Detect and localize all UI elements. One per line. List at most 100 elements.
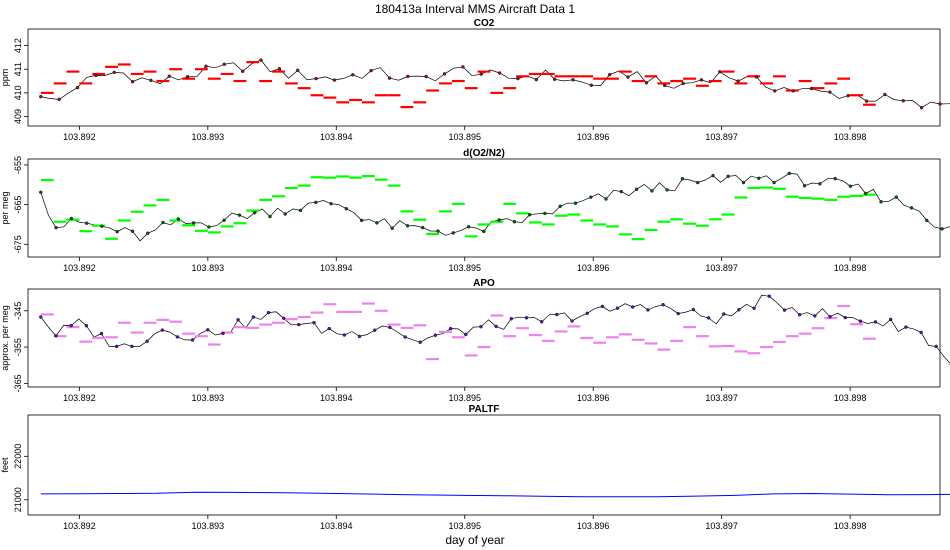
co2-data-point bbox=[736, 79, 740, 83]
o2n2-y-tick-label: -655 bbox=[13, 156, 23, 174]
apo-y-tick-label: -365 bbox=[13, 374, 23, 392]
o2n2-data-point bbox=[405, 224, 410, 228]
o2n2-data-point bbox=[925, 218, 929, 223]
apo-data-point bbox=[327, 326, 331, 331]
apo-data-point bbox=[615, 306, 620, 310]
apo-data-point bbox=[99, 331, 104, 336]
apo-data-point bbox=[403, 335, 407, 339]
o2n2-data-point bbox=[69, 216, 74, 221]
o2n2-title: d(O2/N2) bbox=[463, 148, 505, 159]
apo-data-point bbox=[722, 312, 726, 316]
o2n2-x-tick-label: 103.892 bbox=[63, 263, 96, 273]
o2n2-panel: d(O2/N2) per meg 103.892 103.893 103.894 103.… bbox=[0, 148, 950, 273]
o2n2-data-point bbox=[558, 204, 562, 209]
o2n2-data-point bbox=[146, 231, 150, 235]
apo-data-point bbox=[752, 306, 756, 310]
apo-data-point bbox=[69, 323, 73, 328]
apo-data-point bbox=[251, 315, 256, 319]
apo-data-point bbox=[585, 311, 589, 315]
o2n2-data-point bbox=[421, 225, 425, 230]
o2n2-data-point bbox=[818, 182, 822, 186]
paltf-x-tick-label: 103.892 bbox=[63, 521, 96, 531]
o2n2-data-point bbox=[757, 176, 761, 181]
co2-plot-frame bbox=[27, 28, 941, 127]
apo-data-point bbox=[282, 316, 286, 320]
o2n2-data-point bbox=[879, 200, 883, 204]
paltf-plot-frame bbox=[27, 414, 941, 516]
co2-data-point bbox=[424, 74, 428, 79]
o2n2-data-point bbox=[176, 217, 181, 221]
o2n2-data-point bbox=[466, 225, 471, 229]
co2-data-point bbox=[277, 67, 282, 71]
o2n2-data-point bbox=[451, 231, 455, 235]
o2n2-data-point bbox=[665, 188, 669, 192]
o2n2-y-axis-label: per meg bbox=[0, 191, 10, 224]
co2-data-point bbox=[259, 58, 263, 62]
o2n2-data-point bbox=[252, 210, 257, 215]
apo-data-point bbox=[130, 344, 134, 349]
co2-data-point bbox=[185, 74, 190, 79]
paltf-x-tick-label: 103.897 bbox=[705, 521, 738, 531]
co2-y-tick-label: 412 bbox=[13, 38, 23, 53]
co2-data-point bbox=[754, 75, 759, 79]
co2-data-point bbox=[571, 78, 575, 82]
apo-x-tick-label: 103.896 bbox=[577, 393, 610, 403]
o2n2-data-point bbox=[512, 219, 517, 224]
o2n2-series-line bbox=[40, 173, 950, 242]
apo-data-point bbox=[266, 310, 271, 315]
co2-x-tick-label: 103.895 bbox=[448, 132, 481, 142]
o2n2-data-point bbox=[604, 197, 608, 201]
o2n2-data-point bbox=[619, 189, 623, 194]
co2-data-point bbox=[314, 76, 318, 81]
apo-data-point bbox=[84, 324, 89, 328]
apo-panel: APO approx. per meg 103.892 103.893 103.894 1… bbox=[0, 278, 950, 403]
apo-data-point bbox=[175, 335, 180, 339]
apo-data-point bbox=[858, 319, 863, 323]
apo-data-point bbox=[524, 316, 529, 320]
co2-data-point bbox=[681, 81, 685, 86]
apo-data-point bbox=[706, 316, 711, 320]
co2-data-point bbox=[442, 72, 447, 76]
apo-data-point bbox=[160, 328, 165, 332]
apo-y-tick-label: -355 bbox=[13, 338, 23, 356]
apo-data-point bbox=[904, 325, 908, 329]
apo-data-point bbox=[388, 325, 392, 330]
paltf-y-axis-label: feet bbox=[0, 457, 10, 473]
o2n2-data-point bbox=[711, 173, 715, 178]
co2-data-point bbox=[240, 69, 245, 74]
o2n2-data-point bbox=[84, 221, 89, 225]
apo-x-tick-label: 103.892 bbox=[63, 393, 96, 403]
apo-series-line bbox=[40, 294, 950, 364]
co2-y-tick-label: 409 bbox=[13, 109, 23, 124]
co2-data-point bbox=[332, 78, 337, 82]
o2n2-data-point bbox=[680, 177, 685, 181]
o2n2-data-point bbox=[314, 200, 318, 205]
o2n2-data-point bbox=[283, 212, 287, 216]
co2-data-point bbox=[773, 89, 777, 93]
apo-data-point bbox=[889, 317, 893, 322]
o2n2-x-tick-label: 103.897 bbox=[705, 263, 738, 273]
o2n2-data-point bbox=[634, 187, 639, 192]
apo-data-point bbox=[221, 331, 225, 336]
co2-data-point bbox=[864, 99, 869, 103]
paltf-x-tick-label: 103.893 bbox=[192, 521, 225, 531]
apo-data-point bbox=[828, 315, 832, 319]
co2-data-point bbox=[130, 79, 135, 84]
co2-data-point bbox=[369, 68, 373, 73]
co2-data-point bbox=[644, 81, 649, 85]
o2n2-data-point bbox=[329, 201, 333, 206]
apo-y-axis-label: approx. per meg bbox=[0, 305, 10, 371]
apo-data-point bbox=[570, 319, 574, 323]
apo-x-tick-label: 103.894 bbox=[320, 393, 353, 403]
co2-data-point bbox=[387, 76, 392, 80]
co2-data-point bbox=[112, 70, 116, 75]
o2n2-data-point bbox=[298, 208, 303, 213]
co2-y-axis-label: ppm bbox=[0, 69, 10, 87]
o2n2-data-point bbox=[833, 176, 837, 181]
apo-data-point bbox=[145, 339, 149, 343]
apo-data-point bbox=[342, 333, 347, 337]
figure-title: 180413a Interval MMS Aircraft Data 1 bbox=[375, 2, 575, 16]
co2-x-tick-label: 103.894 bbox=[320, 132, 353, 142]
co2-y-tick-label: 410 bbox=[13, 85, 23, 100]
o2n2-data-point bbox=[894, 195, 898, 199]
